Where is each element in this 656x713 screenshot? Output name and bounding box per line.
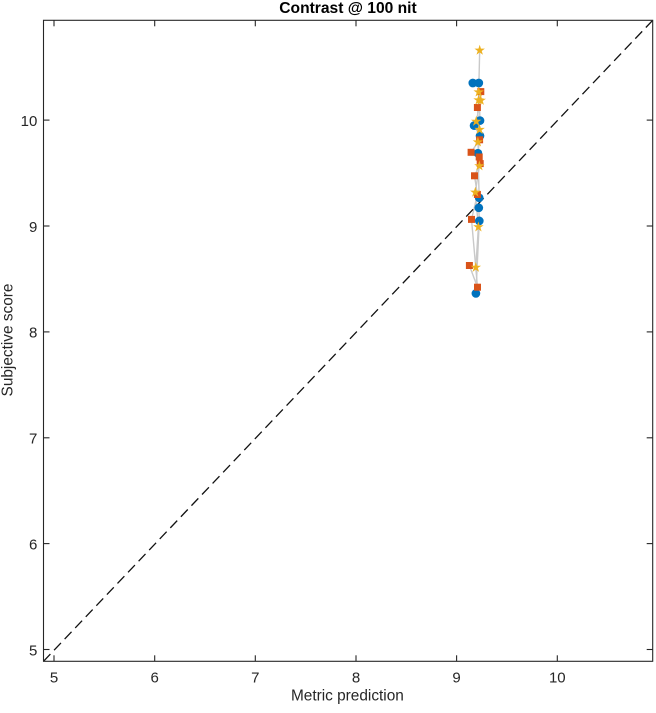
svg-text:10: 10 [21, 113, 38, 130]
svg-text:Contrast @ 100 nit: Contrast @ 100 nit [279, 0, 416, 17]
svg-text:8: 8 [29, 325, 37, 342]
svg-text:6: 6 [151, 669, 159, 686]
svg-text:10: 10 [549, 669, 566, 686]
svg-text:7: 7 [29, 431, 37, 448]
svg-text:8: 8 [352, 669, 360, 686]
svg-text:6: 6 [29, 536, 37, 553]
svg-text:7: 7 [251, 669, 259, 686]
svg-text:Subjective score: Subjective score [0, 284, 17, 397]
svg-text:9: 9 [452, 669, 460, 686]
svg-text:5: 5 [29, 642, 37, 659]
svg-text:Metric prediction: Metric prediction [291, 688, 404, 705]
svg-text:9: 9 [29, 219, 37, 236]
svg-text:5: 5 [50, 669, 58, 686]
